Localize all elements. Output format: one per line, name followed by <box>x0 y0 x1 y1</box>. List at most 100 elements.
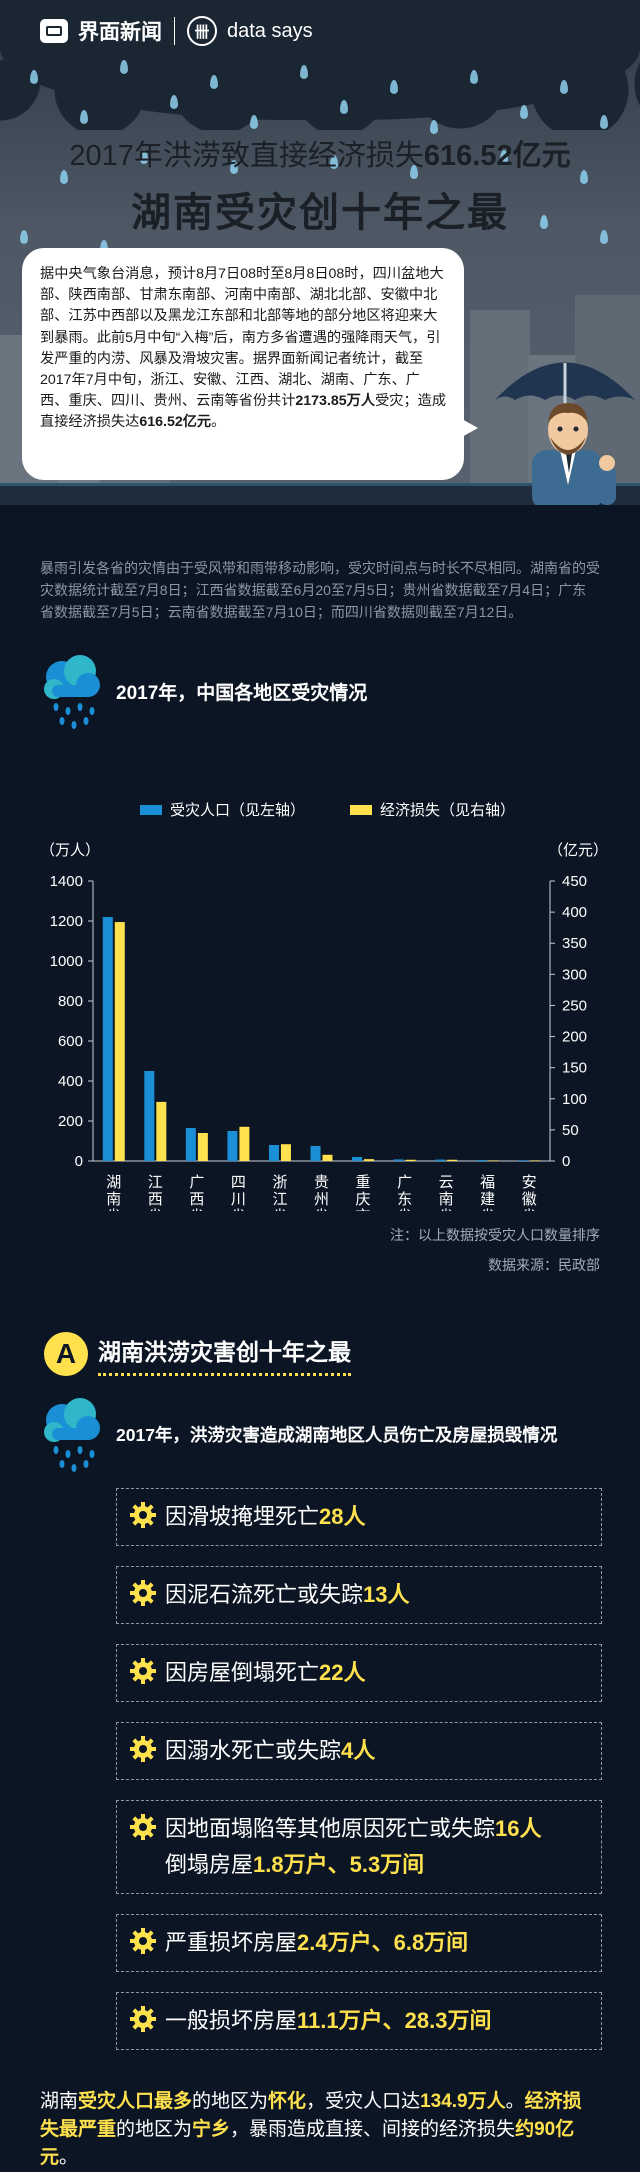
casualty-item: 因地面塌陷等其他原因死亡或失踪16人 倒塌房屋1.8万户、5.3万间 <box>116 1800 602 1894</box>
y-right-tick-label: 100 <box>562 1091 587 1108</box>
y-left-tick-label: 1400 <box>50 873 83 890</box>
y-left-tick-label: 200 <box>58 1113 83 1130</box>
legend-swatch-population <box>140 805 162 815</box>
section-a-title: 湖南洪涝灾害创十年之最 <box>98 1333 351 1376</box>
casualty-list: 因滑坡掩埋死亡28人 因泥石流死亡或失踪13人 因房屋倒塌死亡22人 因溺水死亡或失踪… <box>0 1488 640 2050</box>
casualty-value: 2.4万户、6.8万间 <box>297 1930 469 1955</box>
brand-subtitle: data says <box>227 19 313 42</box>
brand-name: 界面新闻 <box>78 21 162 44</box>
summary-text: 的地区为 <box>192 2091 269 2112</box>
gear-icon <box>130 1580 156 1606</box>
x-tick-label: 重庆市 <box>356 1174 371 1211</box>
headline-prefix: 2017年洪涝致直接经济损失 <box>69 140 424 172</box>
bar-loss <box>280 1144 291 1161</box>
bubble-text: 。 <box>211 414 226 431</box>
headline-primary: 2017年洪涝致直接经济损失616.52亿元 <box>0 132 640 174</box>
casualty-item: 严重损坏房屋2.4万户、6.8万间 <box>116 1914 602 1972</box>
casualty-value: 16人 <box>495 1816 542 1841</box>
x-tick-label: 湖南省 <box>106 1174 121 1211</box>
x-tick-label: 浙江省 <box>272 1174 287 1211</box>
bar-population <box>518 1160 529 1161</box>
casualty-label: 因房屋倒塌死亡 <box>165 1660 320 1685</box>
casualty-item: 因房屋倒塌死亡22人 <box>116 1644 602 1702</box>
road-strip <box>0 483 640 505</box>
summary-highlight: 宁乡 <box>192 2119 231 2140</box>
x-tick-label: 福建省 <box>480 1174 495 1211</box>
bubble-text: 受灾；造成直接经济损失达 <box>40 393 447 431</box>
bubble-affected-total: 2173.85万人 <box>295 393 376 410</box>
casualty-value: 28人 <box>319 1504 366 1529</box>
casualty-label: 严重损坏房屋 <box>165 1930 298 1955</box>
chart-source: 数据来源：民政部 <box>488 1257 600 1273</box>
legend-swatch-loss <box>350 805 372 815</box>
chart-note: 注：以上数据按受灾人口数量排序 <box>390 1227 600 1243</box>
bar-population <box>393 1159 404 1161</box>
summary-text: ，受灾人口达 <box>306 2091 421 2112</box>
x-tick-label: 云南省 <box>439 1174 454 1211</box>
intro-paragraph: 暴雨引发各省的灾情由于受风带和雨带移动影响，受灾时间点与时长不尽相同。湖南省的受… <box>40 560 600 620</box>
casualty-value: 1.8万户、5.3万间 <box>253 1852 425 1877</box>
chart-section-title: 2017年，中国各地区受灾情况 <box>116 682 368 704</box>
chart-section-header: 2017年，中国各地区受灾情况 <box>0 651 640 731</box>
casualty-label: 因泥石流死亡或失踪 <box>165 1582 364 1607</box>
brand-divider <box>174 17 175 45</box>
bubble-text: 据中央气象台消息，预计8月7日08时至8月8日08时，四川盆地大部、陕西南部、甘… <box>40 266 444 410</box>
casualty-value: 4人 <box>341 1738 376 1763</box>
man-with-umbrella-icon <box>495 362 635 505</box>
summary-text: 湖南 <box>40 2091 79 2112</box>
hero-banner: 界面新闻 卌 data says 2017年洪涝致直接经济损失616.52亿元 … <box>0 0 640 505</box>
bar-loss <box>156 1101 167 1161</box>
headline-value: 616.52亿元 <box>423 140 571 172</box>
summary-highlight: 134.9万人 <box>420 2091 506 2112</box>
summary-highlight: 受灾人口最多 <box>78 2091 193 2112</box>
x-tick-label: 江西省 <box>148 1174 163 1211</box>
casualty-section-header: 2017年，洪涝灾害造成湖南地区人员伤亡及房屋损毁情况 <box>0 1394 640 1474</box>
summary-text: ，暴雨造成直接、间接的经济损失 <box>230 2119 516 2140</box>
y-right-tick-label: 0 <box>562 1153 570 1170</box>
casualty-label: 因溺水死亡或失踪 <box>165 1738 342 1763</box>
y-left-tick-label: 800 <box>58 993 83 1010</box>
casualty-item: 因滑坡掩埋死亡28人 <box>116 1488 602 1546</box>
casualty-item: 因泥石流死亡或失踪13人 <box>116 1566 602 1624</box>
data-says-logo-icon: 卌 <box>187 16 217 46</box>
y-left-tick-label: 0 <box>75 1153 83 1170</box>
brand-bar: 界面新闻 卌 data says <box>40 16 313 46</box>
gear-icon <box>130 1736 156 1762</box>
gear-icon <box>130 1658 156 1684</box>
gear-icon <box>130 2006 156 2032</box>
chart-container: 受灾人口（见左轴） 经济损失（见右轴） （万人） （亿元） 0 200 400 600 800 1… <box>0 751 640 1225</box>
legend-label-loss: 经济损失（见右轴） <box>380 802 515 819</box>
casualty-item: 一般损坏房屋11.1万户、28.3万间 <box>116 1992 602 2050</box>
legend-label-population: 受灾人口（见左轴） <box>170 802 305 819</box>
y-right-tick-label: 150 <box>562 1060 587 1077</box>
casualty-label: 一般损坏房屋 <box>165 2008 298 2033</box>
jiemian-logo-icon <box>40 19 68 43</box>
y-right-tick-label: 50 <box>562 1122 579 1139</box>
x-tick-label: 广东省 <box>397 1174 412 1211</box>
bar-loss <box>488 1160 499 1161</box>
bar-loss <box>322 1154 333 1161</box>
y-left-tick-label: 600 <box>58 1033 83 1050</box>
casualty-item: 因溺水死亡或失踪4人 <box>116 1722 602 1780</box>
x-tick-label: 四川省 <box>231 1174 246 1211</box>
x-tick-label: 安徽省 <box>522 1174 537 1211</box>
y-left-tick-label: 1000 <box>50 953 83 970</box>
bar-population <box>144 1071 155 1161</box>
headline-secondary: 湖南受灾创十年之最 <box>131 191 509 235</box>
bar-loss <box>197 1133 208 1161</box>
bar-loss <box>405 1159 416 1161</box>
casualty-value: 22人 <box>319 1660 366 1685</box>
bar-loss <box>239 1126 250 1161</box>
y-left-tick-label: 400 <box>58 1073 83 1090</box>
bar-population <box>185 1128 196 1161</box>
y-right-tick-label: 400 <box>562 904 587 921</box>
bar-loss <box>114 922 125 1161</box>
bar-loss <box>364 1159 375 1161</box>
rain-cloud-icon <box>44 655 100 729</box>
bar-population <box>268 1145 279 1161</box>
y-right-tick-label: 250 <box>562 997 587 1014</box>
bar-population <box>310 1146 321 1161</box>
bar-loss <box>447 1159 458 1161</box>
y-right-tick-label: 450 <box>562 873 587 890</box>
y-right-tick-label: 350 <box>562 935 587 952</box>
